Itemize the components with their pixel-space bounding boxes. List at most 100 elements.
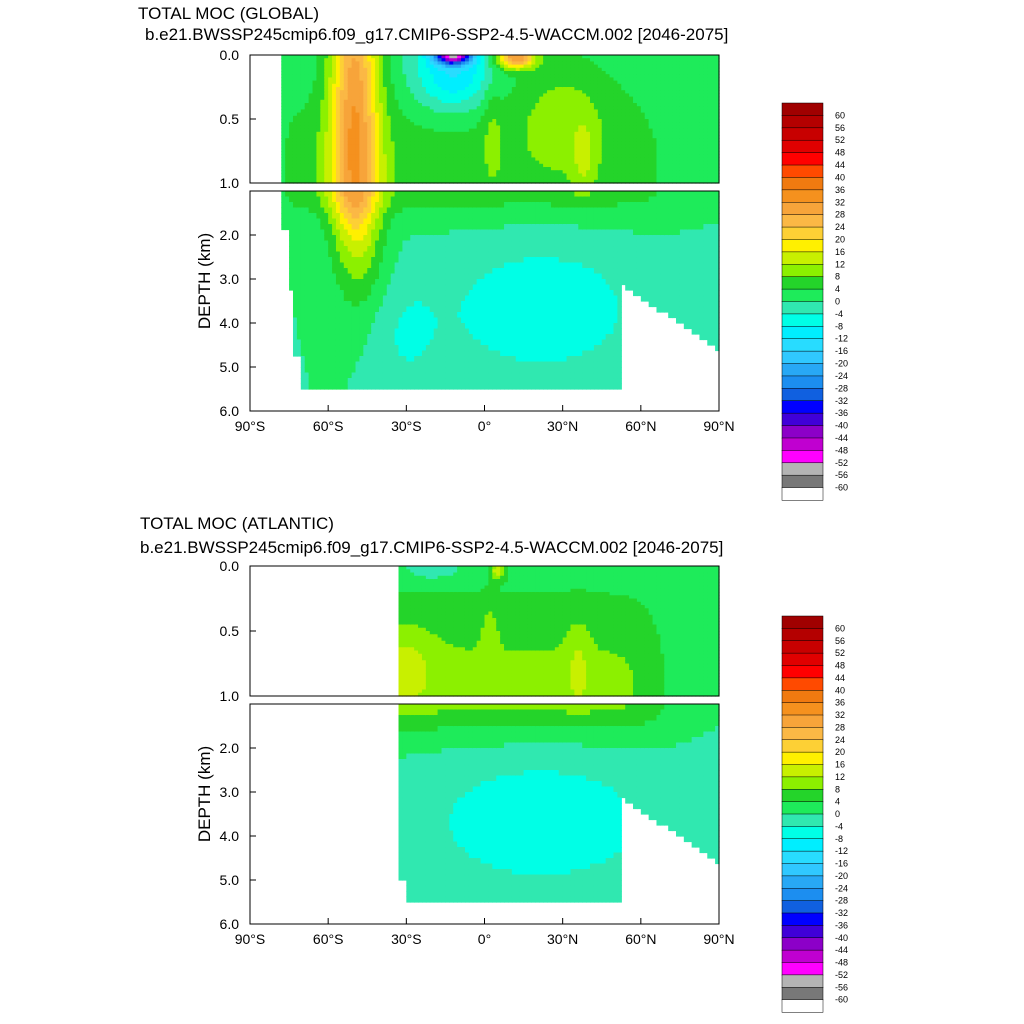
field-cell bbox=[324, 323, 329, 329]
field-cell bbox=[297, 219, 302, 225]
field-cell bbox=[344, 224, 349, 230]
field-cell bbox=[293, 323, 298, 329]
field-cell bbox=[332, 213, 337, 219]
field-cell bbox=[293, 191, 298, 197]
field-cell bbox=[293, 246, 298, 252]
field-cell bbox=[320, 219, 325, 225]
field-cell bbox=[301, 334, 306, 340]
field-cell bbox=[324, 274, 329, 280]
field-cell bbox=[328, 373, 333, 379]
field-cell bbox=[332, 202, 337, 208]
field-cell bbox=[332, 208, 337, 214]
field-cell bbox=[313, 345, 318, 351]
field-cell bbox=[336, 323, 341, 329]
field-cell bbox=[297, 323, 302, 329]
field-cell bbox=[320, 191, 325, 197]
field-cell bbox=[297, 224, 302, 230]
field-cell bbox=[336, 208, 341, 214]
field-cell bbox=[309, 241, 314, 247]
field-cell bbox=[316, 373, 321, 379]
field-cell bbox=[309, 296, 314, 302]
field-cell bbox=[344, 235, 349, 241]
field-cell bbox=[320, 268, 325, 274]
field-cell bbox=[344, 279, 349, 285]
field-cell bbox=[313, 274, 318, 280]
field-cell bbox=[332, 224, 337, 230]
field-cell bbox=[316, 307, 321, 313]
field-cell bbox=[336, 345, 341, 351]
field-cell bbox=[309, 373, 314, 379]
field-cell bbox=[336, 356, 341, 362]
field-cell bbox=[332, 362, 337, 368]
field-cell bbox=[293, 307, 298, 313]
field-cell bbox=[336, 235, 341, 241]
field-cell bbox=[289, 268, 294, 274]
field-cell bbox=[297, 208, 302, 214]
field-cell bbox=[301, 263, 306, 269]
field-cell bbox=[320, 252, 325, 258]
field-cell bbox=[301, 279, 306, 285]
field-cell bbox=[324, 285, 329, 291]
field-cell bbox=[336, 213, 341, 219]
field-cell bbox=[340, 252, 345, 258]
field-cell bbox=[316, 224, 321, 230]
field-cell bbox=[336, 334, 341, 340]
field-cell bbox=[336, 318, 341, 324]
field-cell bbox=[316, 219, 321, 225]
field-cell bbox=[328, 345, 333, 351]
field-cell bbox=[309, 202, 314, 208]
field-cell bbox=[305, 384, 310, 390]
field-cell bbox=[297, 213, 302, 219]
field-cell bbox=[336, 329, 341, 335]
field-cell bbox=[340, 367, 345, 373]
field-cell bbox=[305, 290, 310, 296]
field-cell bbox=[301, 235, 306, 241]
field-cell bbox=[320, 329, 325, 335]
field-cell bbox=[313, 367, 318, 373]
global-plot: 0.00.51.02.03.04.05.06.0DEPTH (km)90°S 60… bbox=[195, 47, 848, 500]
field-cell bbox=[324, 213, 329, 219]
field-cell bbox=[316, 290, 321, 296]
field-cell bbox=[301, 208, 306, 214]
field-cell bbox=[324, 362, 329, 368]
field-cell bbox=[305, 219, 310, 225]
field-cell bbox=[309, 318, 314, 324]
field-cell bbox=[340, 312, 345, 318]
field-cell bbox=[328, 191, 333, 197]
global-upper-panel bbox=[250, 55, 720, 184]
field-cell bbox=[328, 252, 333, 258]
field-cell bbox=[316, 230, 321, 236]
field-cell bbox=[301, 301, 306, 307]
field-cell bbox=[328, 318, 333, 324]
field-cell bbox=[328, 219, 333, 225]
field-cell bbox=[297, 202, 302, 208]
field-cell bbox=[305, 268, 310, 274]
field-cell bbox=[336, 362, 341, 368]
field-cell bbox=[324, 197, 329, 203]
field-cell bbox=[316, 235, 321, 241]
field-cell bbox=[285, 191, 290, 197]
field-cell bbox=[305, 356, 310, 362]
field-cell bbox=[305, 378, 310, 384]
field-cell bbox=[289, 213, 294, 219]
field-cell bbox=[313, 202, 318, 208]
field-cell bbox=[301, 290, 306, 296]
field-cell bbox=[293, 213, 298, 219]
field-cell bbox=[328, 351, 333, 357]
field-cell bbox=[309, 356, 314, 362]
field-cell bbox=[328, 378, 333, 384]
field-cell bbox=[305, 285, 310, 291]
field-cell bbox=[297, 241, 302, 247]
field-cell bbox=[320, 378, 325, 384]
field-cell bbox=[309, 263, 314, 269]
field-cell bbox=[324, 334, 329, 340]
field-cell bbox=[344, 285, 349, 291]
field-cell bbox=[313, 246, 318, 252]
field-cell bbox=[332, 197, 337, 203]
field-cell bbox=[316, 268, 321, 274]
field-cell bbox=[313, 257, 318, 263]
field-cell bbox=[289, 202, 294, 208]
field-cell bbox=[336, 268, 341, 274]
field-cell bbox=[289, 285, 294, 291]
field-cell bbox=[301, 296, 306, 302]
